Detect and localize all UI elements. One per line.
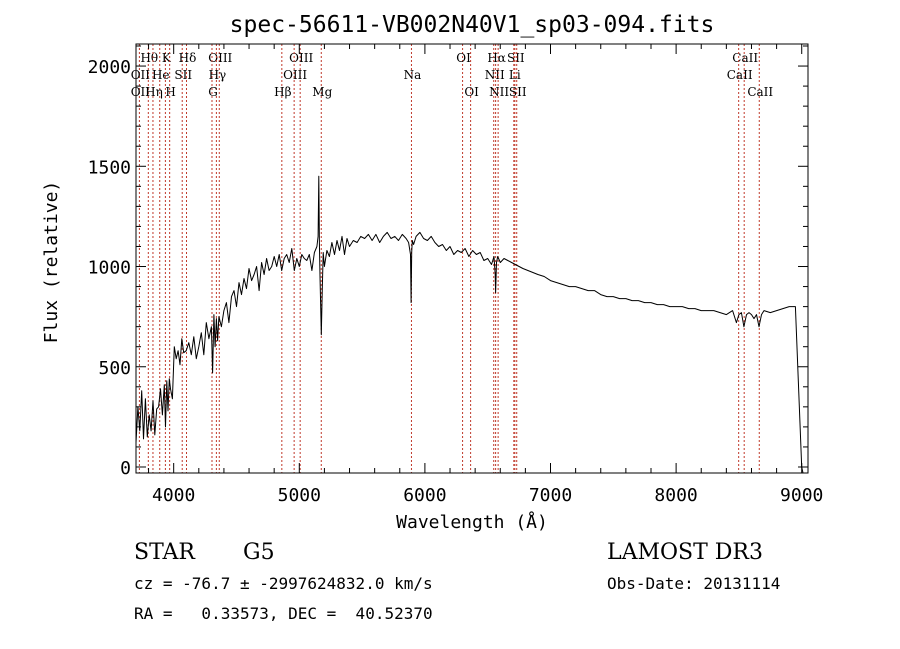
line-label: Hδ	[179, 51, 197, 65]
y-tick-label: 500	[98, 358, 131, 379]
line-label: CaII	[727, 68, 753, 82]
y-tick-label: 0	[120, 458, 131, 479]
line-label: SII	[509, 85, 527, 99]
line-label: K	[162, 51, 172, 65]
plot-frame	[135, 43, 809, 474]
line-label: CaII	[747, 85, 773, 99]
line-label: Li	[509, 68, 521, 82]
line-label: Hα	[487, 51, 506, 65]
line-label: CaII	[732, 51, 758, 65]
line-label: Hγ	[209, 68, 227, 82]
line-label: OII	[131, 68, 151, 82]
line-label: He	[152, 68, 170, 82]
line-label: Hη	[145, 85, 163, 99]
x-tick-label: 5000	[278, 485, 321, 506]
line-label: G	[208, 85, 218, 99]
x-tick-label: 8000	[654, 485, 697, 506]
redshift-readout: cz = -76.7 ± -2997624832.0 km/s	[134, 574, 433, 593]
y-tick-label: 1000	[88, 258, 131, 279]
line-label: Hθ	[140, 51, 158, 65]
line-label: OI	[464, 85, 479, 99]
y-axis-label: Flux (relative)	[41, 181, 62, 344]
x-axis-label: Wavelength (Å)	[396, 511, 548, 533]
line-label: SII	[507, 51, 525, 65]
line-label: Mg	[312, 85, 332, 99]
line-label: OIII	[283, 68, 307, 82]
spectrum-line	[135, 175, 804, 474]
object-class: STAR	[134, 540, 195, 565]
line-label: SII	[174, 68, 192, 82]
axes: 4000 5000 6000 7000 8000 9000 0 500 1000 1500 2000	[88, 44, 823, 506]
y-tick-label: 2000	[88, 57, 131, 78]
line-label: H	[165, 85, 175, 99]
object-subclass: G5	[243, 540, 275, 565]
observation-date: Obs-Date: 20131114	[607, 574, 781, 593]
line-label: Hβ	[274, 85, 291, 99]
line-label: OI	[456, 51, 471, 65]
chart-title: spec-56611-VB002N40V1_sp03-094.fits	[230, 12, 715, 38]
survey-name: LAMOST DR3	[607, 540, 763, 565]
x-tick-label: 7000	[529, 485, 572, 506]
line-label: NII	[485, 68, 505, 82]
line-label: NII	[489, 85, 509, 99]
spectrum-series	[135, 175, 804, 474]
x-tick-label: 4000	[152, 485, 195, 506]
line-label: OIII	[208, 51, 232, 65]
line-label: Na	[404, 68, 422, 82]
line-label: OIII	[289, 51, 313, 65]
x-tick-label: 9000	[780, 485, 823, 506]
x-tick-label: 6000	[403, 485, 446, 506]
y-tick-label: 1500	[88, 157, 131, 178]
coordinates-readout: RA = 0.33573, DEC = 40.52370	[134, 604, 433, 623]
